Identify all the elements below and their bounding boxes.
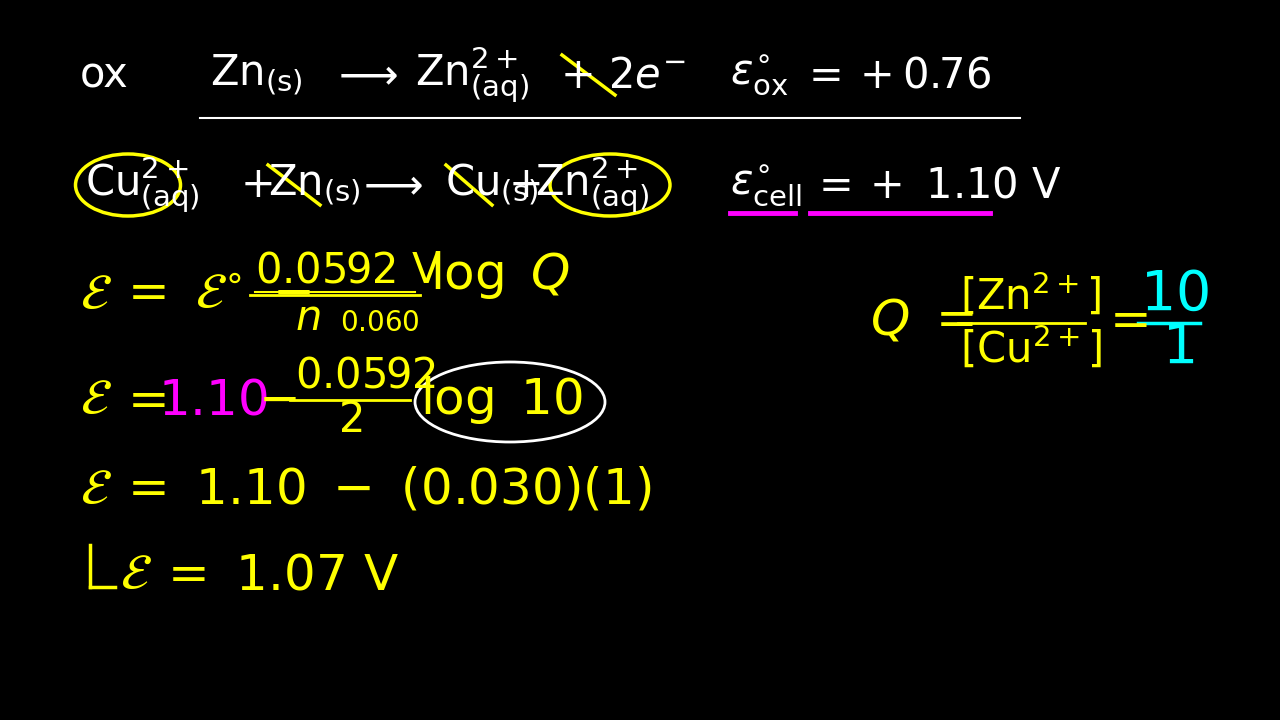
Text: $=\ \mathcal{E}^{\circ}\ -$: $=\ \mathcal{E}^{\circ}\ -$: [118, 271, 311, 319]
Text: $= +0.76$: $= +0.76$: [800, 54, 991, 96]
Text: $+$: $+$: [508, 164, 540, 206]
Text: $n$: $n$: [294, 297, 320, 339]
Text: $\mathrm{Zn^{2+}_{(aq)}}$: $\mathrm{Zn^{2+}_{(aq)}}$: [415, 45, 529, 105]
Text: $\mathrm{Cu_{(s)}}$: $\mathrm{Cu_{(s)}}$: [445, 162, 539, 208]
Text: $[\mathrm{Zn^{2+}}]$: $[\mathrm{Zn^{2+}}]$: [960, 271, 1102, 318]
Text: $0.0592\ \mathrm{V}$: $0.0592\ \mathrm{V}$: [255, 249, 442, 291]
Text: $10$: $10$: [1140, 268, 1208, 322]
Text: $-$: $-$: [259, 376, 297, 424]
Text: $\mathcal{E}$: $\mathcal{E}$: [79, 466, 111, 514]
Text: $0.060$: $0.060$: [340, 309, 420, 337]
Text: $=\ 1.07\ \mathrm{V}$: $=\ 1.07\ \mathrm{V}$: [157, 551, 399, 599]
Text: $+\ 2e^{-}$: $+\ 2e^{-}$: [561, 54, 686, 96]
Text: $\longrightarrow$: $\longrightarrow$: [330, 54, 398, 96]
Text: $\mathcal{E}$: $\mathcal{E}$: [79, 376, 111, 424]
Text: $\mathrm{Zn_{(s)}}$: $\mathrm{Zn_{(s)}}$: [268, 162, 361, 207]
Text: $Q\ =$: $Q\ =$: [870, 296, 974, 344]
Text: $\mathrm{Cu^{2+}_{(aq)}}$: $\mathrm{Cu^{2+}_{(aq)}}$: [84, 155, 200, 215]
Text: $1$: $1$: [1162, 321, 1194, 375]
Text: $=$: $=$: [118, 376, 166, 424]
Text: $=\ 1.10\ -\ (0.030)(1)$: $=\ 1.10\ -\ (0.030)(1)$: [118, 466, 652, 514]
Text: $\mathrm{Zn_{(s)}}$: $\mathrm{Zn_{(s)}}$: [210, 53, 303, 98]
Text: $=$: $=$: [1100, 296, 1148, 344]
Text: ox: ox: [79, 54, 129, 96]
Text: $\mathcal{E}$: $\mathcal{E}$: [79, 271, 111, 319]
Text: $\longrightarrow$: $\longrightarrow$: [355, 164, 422, 206]
Text: $2$: $2$: [338, 399, 362, 441]
Text: $\varepsilon^{\circ}_{\mathrm{cell}}$: $\varepsilon^{\circ}_{\mathrm{cell}}$: [730, 162, 801, 208]
Text: $[\mathrm{Cu^{2+}}]$: $[\mathrm{Cu^{2+}}]$: [960, 325, 1102, 372]
Text: $= +\ 1.10\ \mathrm{V}$: $= +\ 1.10\ \mathrm{V}$: [810, 164, 1062, 206]
Text: $\varepsilon^{\circ}_{\mathrm{ox}}$: $\varepsilon^{\circ}_{\mathrm{ox}}$: [730, 53, 788, 97]
Text: $1.10$: $1.10$: [157, 376, 268, 424]
Text: $\log\ Q$: $\log\ Q$: [430, 249, 570, 301]
Text: $\mathcal{E}$: $\mathcal{E}$: [120, 551, 152, 599]
Text: $\mathrm{Zn^{2+}_{(aq)}}$: $\mathrm{Zn^{2+}_{(aq)}}$: [535, 155, 649, 215]
Text: $+$: $+$: [241, 164, 273, 206]
Text: $\log\ 10$: $\log\ 10$: [420, 374, 582, 426]
Text: $0.0592$: $0.0592$: [294, 354, 435, 396]
